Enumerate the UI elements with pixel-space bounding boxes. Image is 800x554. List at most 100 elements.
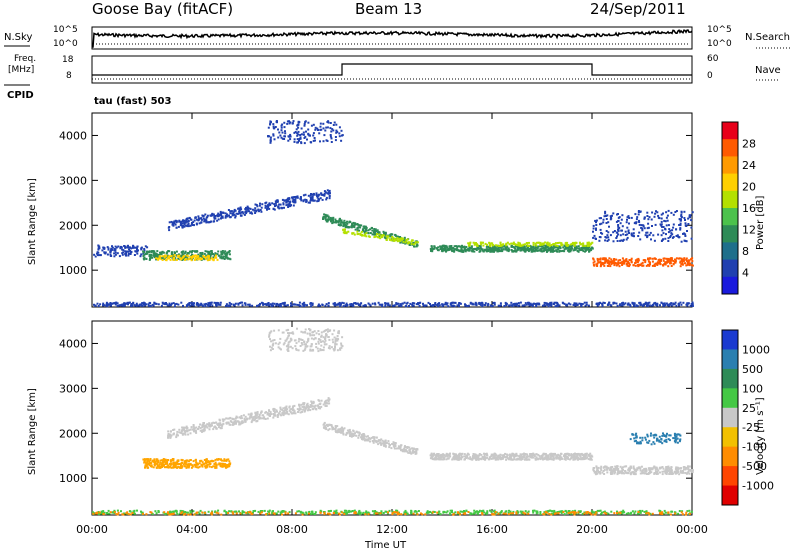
power-cell [267,204,269,207]
power-cell [467,304,470,307]
velocity-cell [141,511,144,514]
velocity-cell [318,403,321,406]
power-cell [184,224,187,227]
velocity-cell [268,334,271,337]
power-cell [357,223,360,226]
power-cell [272,125,275,128]
power-cell [550,301,553,304]
velocity-cell [181,510,184,513]
power-cell [613,264,616,267]
power-cell [634,262,637,264]
velocity-cell [201,511,204,514]
power-cell [520,246,523,249]
velocity-cell [359,513,361,516]
velocity-cell [167,433,170,435]
power-cell [183,221,186,224]
power-cell [206,259,209,262]
power-cell [309,134,311,137]
power-cell [345,232,348,235]
power-cell [399,303,402,306]
power-cell [188,257,191,260]
power-cell [311,302,314,305]
power-cell [135,304,138,307]
velocity-cell [357,510,360,513]
velocity-cell [345,513,348,515]
power-cell [665,224,668,227]
power-cell [197,217,200,220]
power-cell [481,241,484,244]
power-cell [660,220,663,223]
power-cell [316,196,319,199]
power-cell [162,258,165,261]
power-cell [639,238,642,241]
power-cell [400,237,403,240]
power-cell [448,247,451,250]
power-cell [380,234,383,237]
power-cell [617,220,619,223]
velocity-cell [228,464,231,467]
power-cell [190,303,193,306]
power-cell [381,303,384,306]
power-cell [450,246,453,249]
power-cell [272,133,275,136]
power-cell [228,253,231,256]
power-cell [286,304,289,307]
velocity-cell [120,510,122,513]
power-cell [218,213,221,216]
power-cell [245,212,248,215]
power-cell [124,254,127,257]
velocity-cell [330,346,333,349]
velocity-cell [379,512,382,515]
power-cell [160,251,163,254]
power-cell [207,221,210,224]
power-cell [228,250,231,252]
power-cell [624,302,627,305]
power-cell [680,215,683,218]
power-cell [619,239,622,242]
power-cell [542,242,545,245]
velocity-cell [486,510,489,513]
power-cell [679,265,682,268]
velocity-cell [299,408,302,411]
power-cell [638,223,641,226]
power-cell [168,302,171,305]
power-cell [293,138,296,141]
power-cell [208,258,211,261]
power-cell [214,217,217,220]
velocity-cell [292,332,295,335]
velocity-cell [300,330,303,333]
power-cell [465,246,468,248]
power-cell [353,222,356,225]
power-cell [205,302,208,305]
power-cell [102,302,105,305]
power-cell [621,257,624,260]
power-cell [221,216,224,219]
power-cell [551,246,554,249]
power-cell [274,126,277,128]
xtick-label: 00:00 [676,523,708,536]
power-cell [557,247,560,250]
power-cell [530,245,533,248]
velocity-cell [367,511,370,514]
velocity-cell [307,338,310,341]
velocity-cell [272,413,275,415]
power-cell [451,249,453,252]
power-cell [143,248,146,250]
power-cell [284,304,287,307]
power-cell [319,128,322,131]
power-cell [395,238,398,241]
power-cell [113,302,116,305]
velocity-cell [208,465,211,468]
velocity-cell [187,433,190,436]
power-cell [621,214,624,217]
power-cell [338,126,341,129]
power-cell [244,210,247,213]
power-cell [146,250,149,253]
power-cell [269,120,272,123]
power-cell [289,204,292,207]
velocity-cell [214,510,217,513]
velocity-cell [282,407,285,410]
velocity-cell [481,512,484,514]
power-cell [373,230,376,233]
power-cell [479,302,482,305]
